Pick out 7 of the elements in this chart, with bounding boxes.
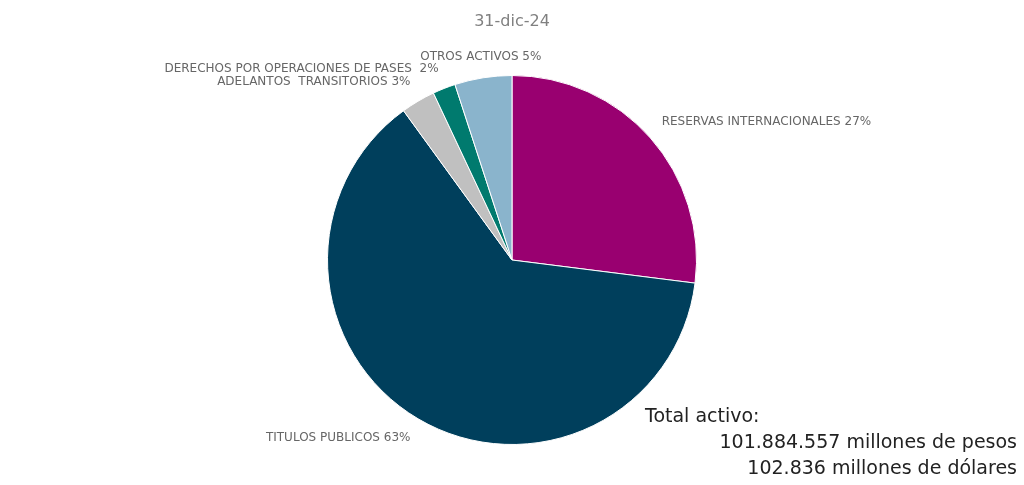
text: 102.836 millones de dólares <box>746 455 1017 480</box>
slice-label: ADELANTOS TRANSITORIOS 3% <box>217 74 411 89</box>
text: 101.884.557 millones de pesos <box>718 429 1017 454</box>
slice-label: RESERVAS INTERNACIONALES 27% <box>661 114 872 129</box>
chart-title: 31-dic-24 <box>474 11 550 31</box>
text: Total activo: <box>645 403 761 428</box>
slice-label: TITULOS PUBLICOS 63% <box>264 429 411 444</box>
